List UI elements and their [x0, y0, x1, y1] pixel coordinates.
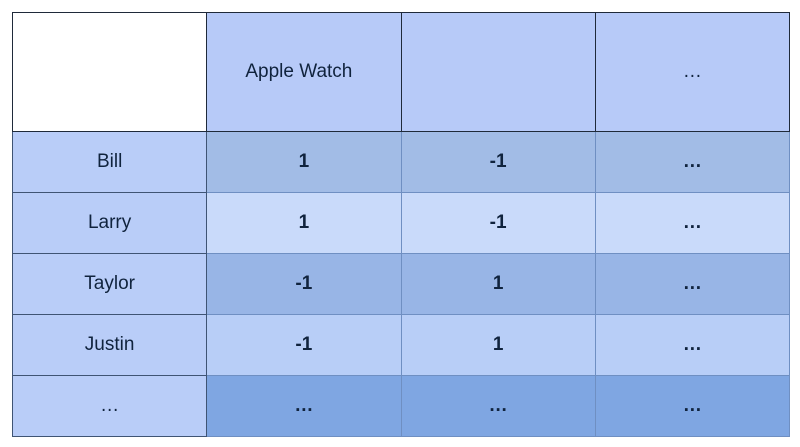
row-header-taylor: Taylor — [11, 253, 208, 315]
table-cell: -1 — [206, 314, 402, 376]
column-header-apple-watch: Apple Watch — [206, 12, 402, 132]
table-header-row: Apple Watch … — [11, 12, 791, 132]
table-cell: -1 — [206, 253, 402, 315]
table-cell: -1 — [400, 192, 596, 254]
row-header-bill: Bill — [11, 131, 208, 193]
table-cell: … — [594, 253, 791, 315]
column-header-2 — [400, 12, 596, 132]
table-row: … … … … — [11, 375, 791, 437]
row-header-more: … — [11, 375, 208, 437]
corner-cell — [11, 12, 208, 132]
table-row: Taylor -1 1 … — [11, 253, 791, 315]
table-cell: 1 — [400, 253, 596, 315]
table-row: Bill 1 -1 … — [11, 131, 791, 193]
table-row: Larry 1 -1 … — [11, 192, 791, 254]
row-header-larry: Larry — [11, 192, 208, 254]
table-cell: … — [400, 375, 596, 437]
table-cell: … — [594, 314, 791, 376]
table-cell: -1 — [400, 131, 596, 193]
table-cell: … — [206, 375, 402, 437]
column-header-more: … — [594, 12, 791, 132]
table-cell: 1 — [400, 314, 596, 376]
table-cell: … — [594, 131, 791, 193]
table-cell: … — [594, 192, 791, 254]
table-row: Justin -1 1 … — [11, 314, 791, 376]
row-header-justin: Justin — [11, 314, 208, 376]
table-cell: … — [594, 375, 791, 437]
table-cell: 1 — [206, 192, 402, 254]
preference-matrix-table: Apple Watch … Bill 1 -1 … Larry 1 -1 … T… — [11, 12, 791, 437]
table-cell: 1 — [206, 131, 402, 193]
